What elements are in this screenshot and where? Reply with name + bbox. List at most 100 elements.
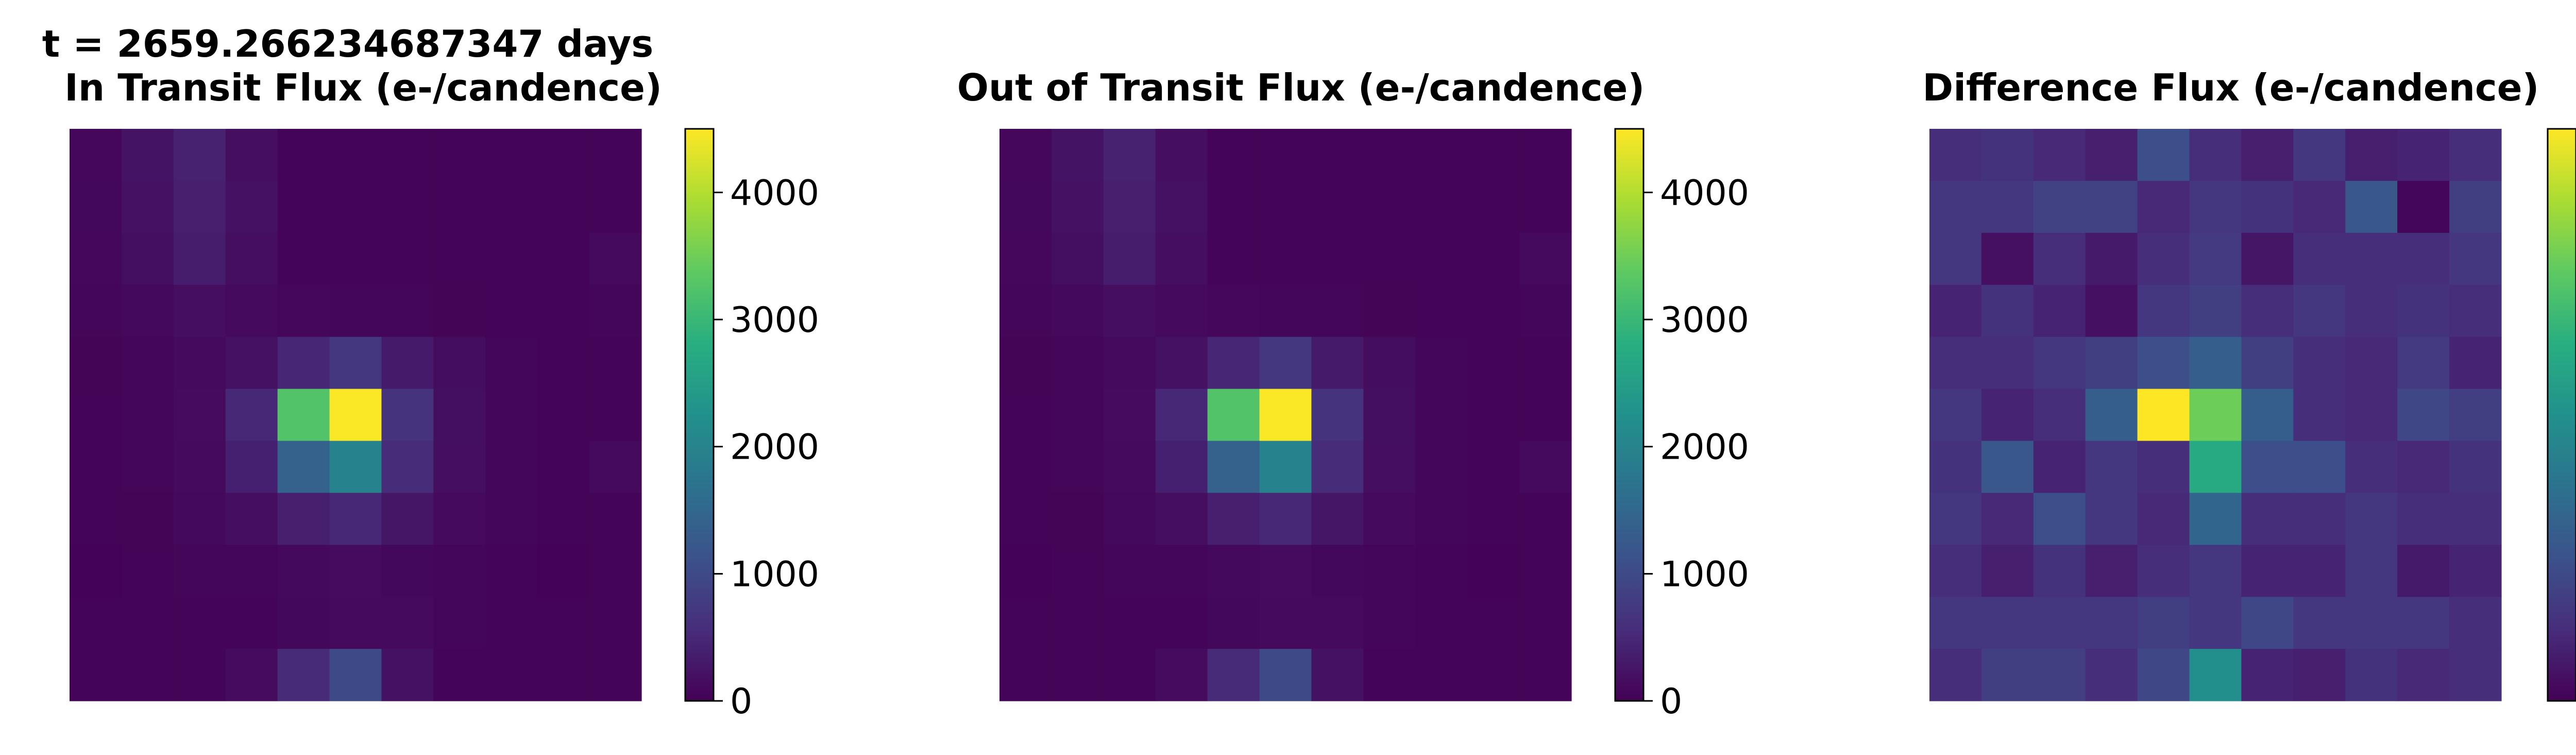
heatmap-cell-r6-c3 [1155,441,1208,493]
heatmap-cell-r4-c6 [1311,337,1364,390]
heatmap-cell-r6-c10 [589,441,642,493]
heatmap-cell-r10-c0 [70,649,122,701]
heatmap-cell-r3-c1 [1981,284,2034,338]
heatmap-cell-r1-c3 [225,180,278,233]
heatmap-cell-r7-c0 [70,493,122,545]
heatmap-cell-r7-c6 [2241,493,2294,545]
heatmap-cell-r7-c7 [433,493,486,545]
heatmap-cell-r9-c7 [2293,597,2346,649]
colorbar-tick-label: 3000 [1660,300,1749,341]
heatmap-cell-r2-c9 [1467,232,1520,286]
heatmap-cell-r3-c0 [1929,284,1982,338]
heatmap-cell-r8-c7 [1363,545,1416,597]
heatmap-cell-r6-c6 [381,441,434,493]
heatmap-cell-r10-c8 [485,649,538,701]
heatmap-cell-r1-c10 [1519,180,1572,233]
heatmap-cell-r9-c3 [1155,597,1208,649]
heatmap-cell-r2-c1 [1051,232,1104,286]
heatmap-cell-r5-c6 [2241,389,2294,442]
heatmap-difference [1929,129,2502,701]
heatmap-cell-r8-c9 [1467,545,1520,597]
heatmap-cell-r7-c6 [381,493,434,545]
heatmap-cell-r1-c3 [2085,180,2138,233]
heatmap-cell-r1-c8 [485,180,538,233]
heatmap-cell-r10-c9 [537,649,590,701]
colorbar-frame [1614,128,1645,702]
heatmap-cell-r0-c5 [1259,129,1312,181]
colorbar-tick-label: 4000 [1660,173,1749,213]
heatmap-cell-r0-c3 [2085,129,2138,181]
heatmap-cell-r9-c5 [329,597,382,649]
heatmap-cell-r7-c8 [2345,493,2398,545]
heatmap-cell-r5-c5 [1259,389,1312,442]
heatmap-cell-r4-c8 [1415,337,1468,390]
heatmap-cell-r9-c8 [1415,597,1468,649]
heatmap-cell-r8-c9 [537,545,590,597]
heatmap-cell-r0-c2 [173,129,226,181]
heatmap-cell-r5-c2 [2033,389,2086,442]
heatmap-cell-r10-c4 [2137,649,2190,701]
heatmap-cell-r0-c5 [2189,129,2242,181]
heatmap-cell-r10-c3 [225,649,278,701]
heatmap-cell-r7-c8 [485,493,538,545]
heatmap-cell-r0-c0 [70,129,122,181]
heatmap-cell-r1-c0 [70,180,122,233]
heatmap-cell-r1-c2 [173,180,226,233]
heatmap-cell-r9-c6 [2241,597,2294,649]
heatmap-cell-r7-c5 [1259,493,1312,545]
heatmap-cell-r3-c1 [1051,284,1104,338]
heatmap-cell-r0-c5 [329,129,382,181]
heatmap-cell-r9-c2 [1103,597,1156,649]
colorbar-frame [2547,128,2576,702]
heatmap-cell-r9-c4 [277,597,330,649]
heatmap-cell-r4-c7 [433,337,486,390]
heatmap-cell-r8-c7 [2293,545,2346,597]
heatmap-cell-r4-c7 [2293,337,2346,390]
heatmap-cell-r5-c10 [589,389,642,442]
heatmap-cell-r1-c10 [2449,180,2502,233]
heatmap-cell-r0-c8 [1415,129,1468,181]
heatmap-cell-r1-c9 [1467,180,1520,233]
heatmap-cell-r9-c3 [225,597,278,649]
heatmap-cell-r10-c2 [1103,649,1156,701]
heatmap-cell-r2-c4 [277,232,330,286]
heatmap-cell-r8-c2 [2033,545,2086,597]
heatmap-cell-r1-c5 [329,180,382,233]
heatmap-cell-r4-c5 [1259,337,1312,390]
heatmap-cell-r6-c3 [2085,441,2138,493]
heatmap-cell-r3-c2 [1103,284,1156,338]
heatmap-cell-r6-c5 [1259,441,1312,493]
heatmap-cell-r1-c10 [589,180,642,233]
heatmap-cell-r7-c3 [225,493,278,545]
heatmap-cell-r6-c0 [70,441,122,493]
heatmap-cell-r8-c4 [277,545,330,597]
heatmap-cell-r9-c5 [1259,597,1312,649]
heatmap-cell-r4-c10 [2449,337,2502,390]
heatmap-cell-r3-c9 [2397,284,2450,338]
heatmap-cell-r3-c10 [2449,284,2502,338]
heatmap-cell-r0-c7 [2293,129,2346,181]
heatmap-cell-r3-c4 [277,284,330,338]
colorbar-tick-label: 4000 [730,173,819,213]
heatmap-cell-r4-c5 [2189,337,2242,390]
heatmap-cell-r7-c2 [173,493,226,545]
heatmap-cell-r6-c4 [277,441,330,493]
heatmap-cell-r9-c6 [381,597,434,649]
heatmap-cell-r5-c7 [1363,389,1416,442]
colorbar-tick-label: 0 [730,681,752,722]
heatmap-cell-r0-c6 [381,129,434,181]
heatmap-cell-r10-c5 [1259,649,1312,701]
heatmap-cell-r0-c7 [433,129,486,181]
heatmap-cell-r6-c2 [1103,441,1156,493]
heatmap-cell-r8-c6 [381,545,434,597]
heatmap-cell-r4-c0 [999,337,1052,390]
heatmap-cell-r8-c2 [1103,545,1156,597]
heatmap-cell-r3-c10 [589,284,642,338]
heatmap-cell-r4-c10 [589,337,642,390]
heatmap-cell-r6-c7 [1363,441,1416,493]
heatmap-cell-r6-c4 [1207,441,1260,493]
heatmap-cell-r6-c1 [121,441,174,493]
heatmap-cell-r6-c0 [1929,441,1982,493]
heatmap-cell-r0-c4 [1207,129,1260,181]
heatmap-cell-r0-c10 [2449,129,2502,181]
